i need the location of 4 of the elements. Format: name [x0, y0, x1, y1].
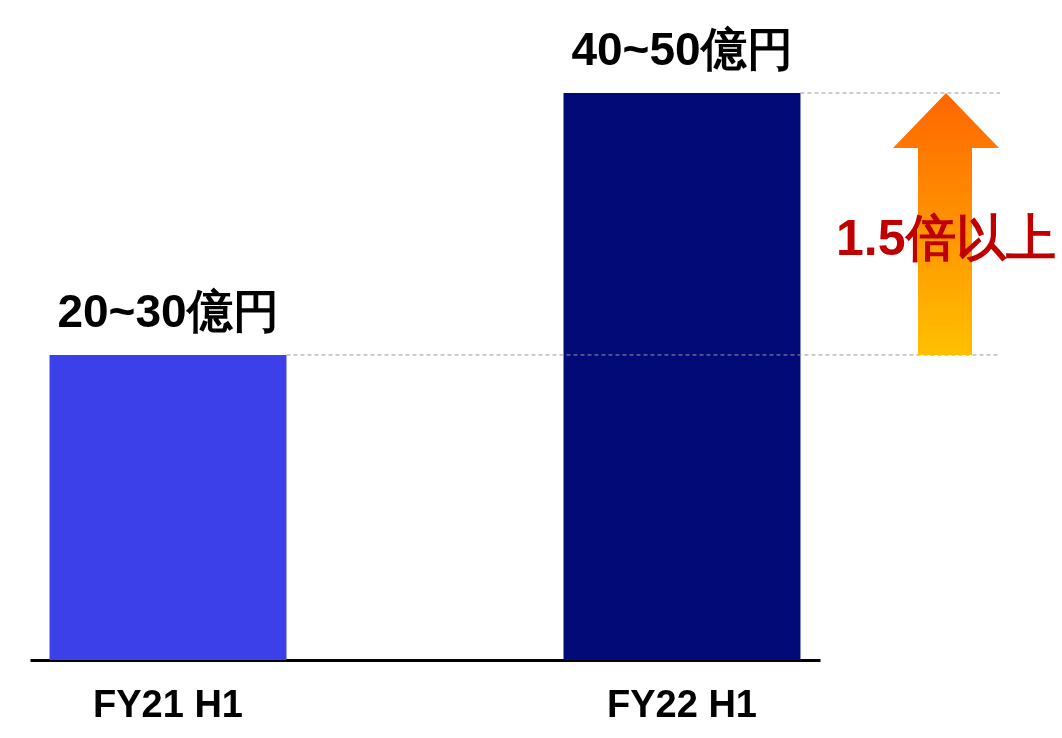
x-tick-label: FY21 H1 [93, 682, 243, 725]
annotation: 20~30億円 [57, 284, 279, 337]
x-tick-label: FY22 H1 [607, 682, 757, 725]
annotation: 40~50億円 [571, 23, 793, 75]
